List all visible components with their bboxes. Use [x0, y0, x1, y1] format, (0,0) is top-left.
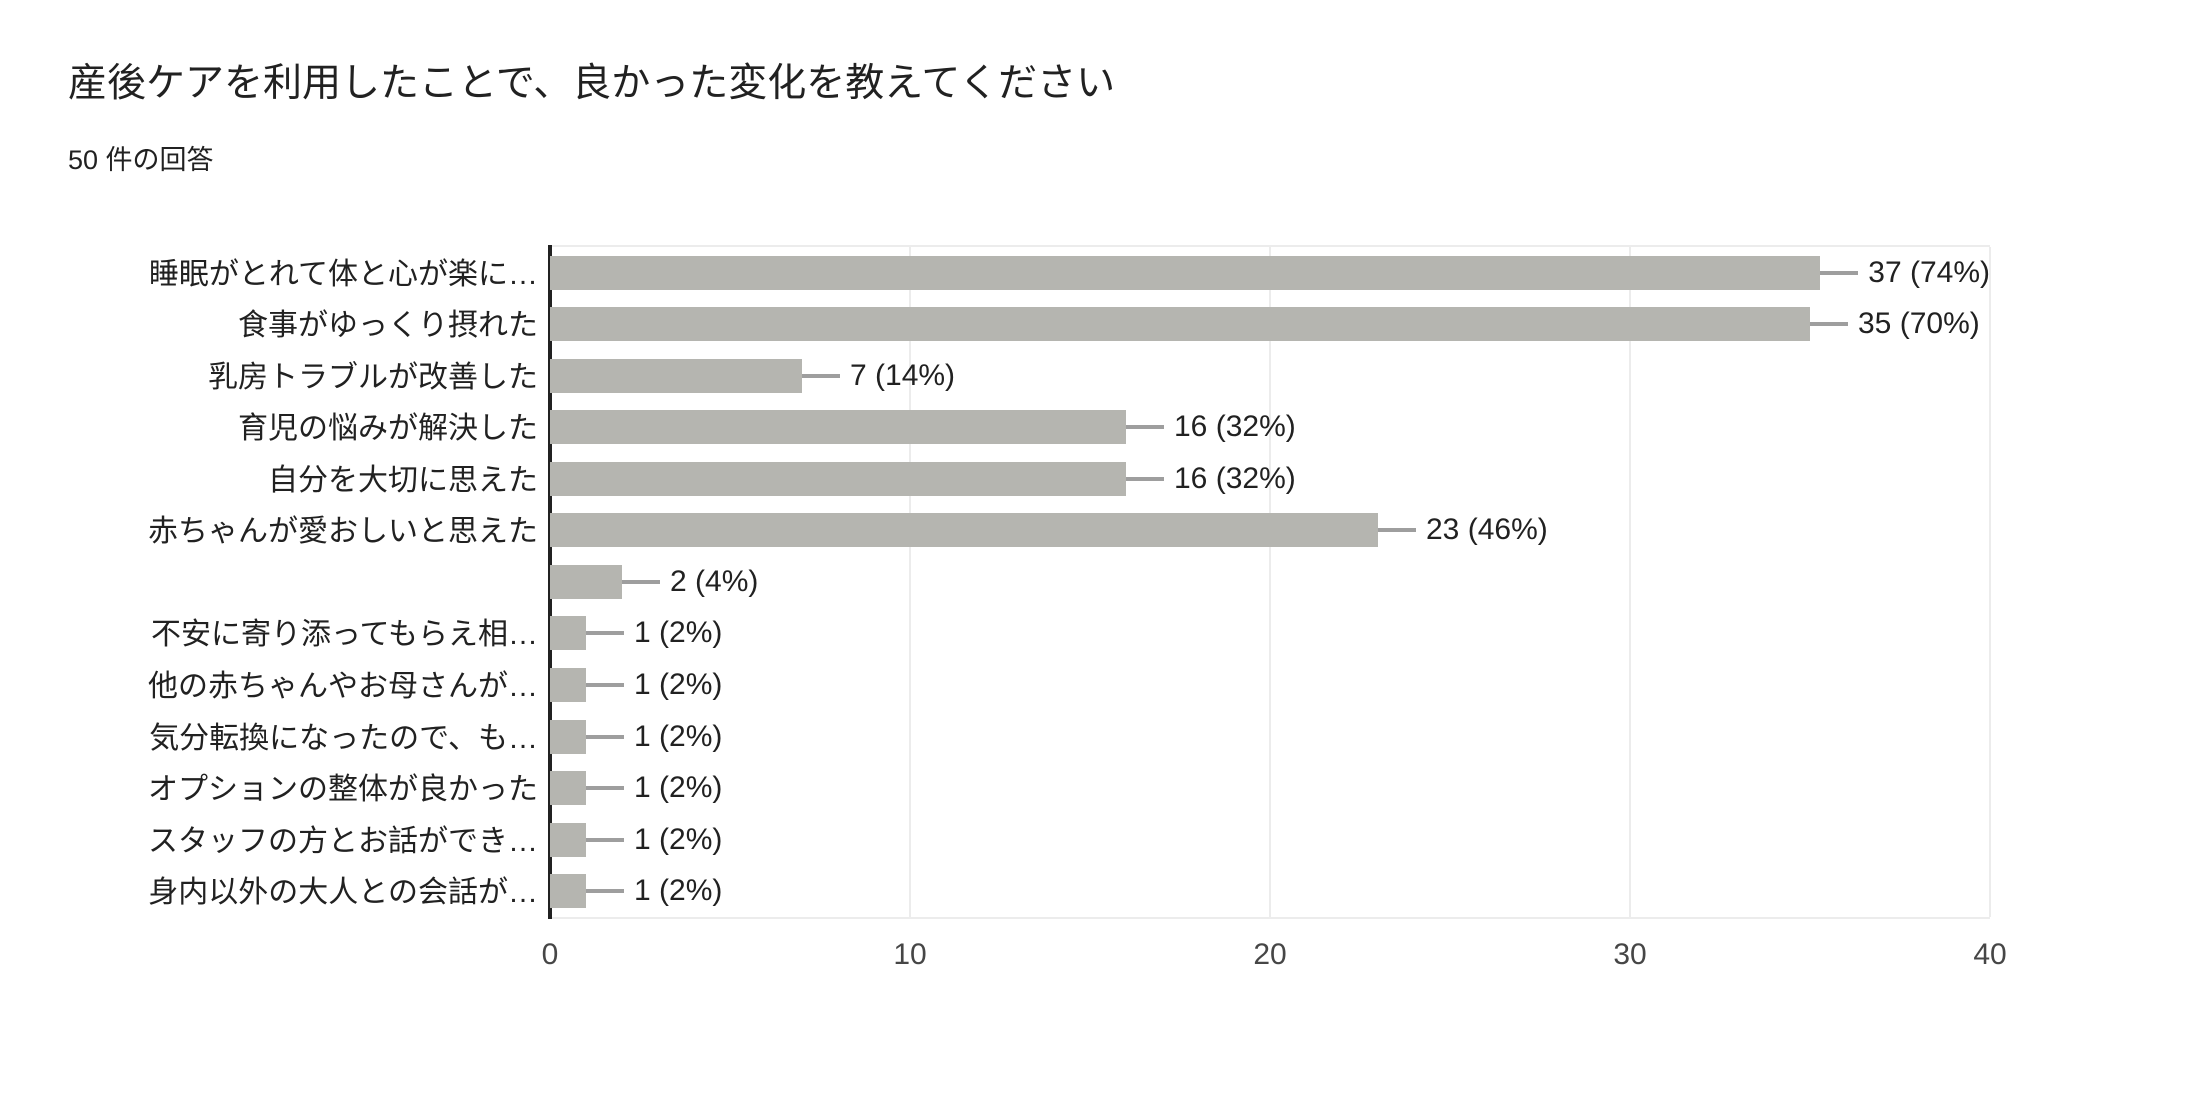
- value-label: 16 (32%): [1174, 461, 1296, 495]
- bar: [550, 616, 586, 651]
- gridline: [909, 247, 911, 917]
- bar: [550, 771, 586, 806]
- bar: [550, 358, 802, 393]
- value-label: 16 (32%): [1174, 410, 1296, 444]
- bar: [550, 513, 1378, 548]
- bar-row: 1 (2%): [550, 762, 1990, 814]
- category-label: 身内以外の大人との会話が…: [148, 876, 538, 910]
- bar: [550, 307, 1810, 342]
- bar: [550, 461, 1126, 496]
- category-label: 睡眠がとれて体と心が楽に…: [148, 257, 538, 291]
- bar: [550, 410, 1126, 445]
- category-label: 乳房トラブルが改善した: [208, 360, 538, 394]
- category-row: スタッフの方とお話ができ…: [0, 812, 538, 864]
- category-label: 気分転換になったので、も…: [149, 721, 538, 755]
- chart-title: 産後ケアを利用したことで、良かった変化を教えてください: [68, 62, 1116, 105]
- bar-row: 37 (74%): [550, 247, 1990, 299]
- gridline: [1269, 247, 1271, 917]
- bar-row: 1 (2%): [550, 659, 1990, 711]
- leader-line: [622, 579, 660, 584]
- leader-line: [1810, 322, 1848, 327]
- x-tick-label: 40: [1973, 938, 2007, 971]
- category-row: 他の赤ちゃんやお母さんが…: [0, 657, 538, 709]
- value-axis: 0 10 20 30 40: [542, 938, 2007, 988]
- category-row: 気分転換になったので、も…: [0, 709, 538, 761]
- leader-line: [586, 683, 624, 688]
- leader-line: [586, 786, 624, 791]
- bar-row: 1 (2%): [550, 814, 1990, 866]
- value-label: 37 (74%): [1868, 255, 1990, 289]
- category-label: 自分を大切に思えた: [268, 463, 538, 497]
- value-label: 1 (2%): [634, 822, 723, 856]
- value-label: 7 (14%): [850, 358, 956, 392]
- category-label: 育児の悩みが解決した: [238, 412, 538, 446]
- bar-row: 23 (46%): [550, 505, 1990, 557]
- category-row: 育児の悩みが解決した: [0, 400, 538, 452]
- leader-line: [1126, 425, 1164, 430]
- category-label: 不安に寄り添ってもらえ相…: [151, 618, 538, 652]
- category-row: 身内以外の大人との会話が…: [0, 863, 538, 915]
- bar-row: 35 (70%): [550, 299, 1990, 351]
- gridline: [1629, 247, 1631, 917]
- bar: [550, 564, 622, 599]
- value-label: 35 (70%): [1858, 307, 1980, 341]
- category-label: 他の赤ちゃんやお母さんが…: [148, 670, 538, 704]
- bar-row: 2 (4%): [550, 556, 1990, 608]
- value-label: 2 (4%): [670, 564, 759, 598]
- leader-line: [1378, 528, 1416, 533]
- bar-row: 16 (32%): [550, 402, 1990, 454]
- category-row: 自分を大切に思えた: [0, 451, 538, 503]
- bar-row: 1 (2%): [550, 865, 1990, 917]
- value-label: 1 (2%): [634, 771, 723, 805]
- category-row: [0, 554, 538, 606]
- bar: [550, 719, 586, 754]
- bar-row: 7 (14%): [550, 350, 1990, 402]
- bar: [550, 255, 1821, 290]
- category-label: 赤ちゃんが愛おしいと思えた: [148, 515, 538, 549]
- x-tick-label: 0: [541, 938, 559, 971]
- category-axis: 睡眠がとれて体と心が楽に… 食事がゆっくり摂れた乳房トラブルが改善した育児の悩みが…: [0, 245, 538, 915]
- value-label: 1 (2%): [634, 719, 723, 753]
- bar-rows: 37 (74%) 35 (70%) 7 (14%) 16 (32%) 16 (32%) 2…: [550, 247, 1990, 917]
- leader-line: [1820, 270, 1859, 275]
- bar-row: 1 (2%): [550, 711, 1990, 763]
- leader-line: [586, 631, 624, 636]
- value-label: 1 (2%): [634, 874, 723, 908]
- response-count: 50 件の回答: [68, 145, 214, 175]
- value-label: 23 (46%): [1426, 513, 1548, 547]
- leader-line: [802, 373, 840, 378]
- category-label: オプションの整体が良かった: [148, 773, 538, 807]
- category-row: 乳房トラブルが改善した: [0, 348, 538, 400]
- bar: [550, 668, 586, 703]
- bar-row: 16 (32%): [550, 453, 1990, 505]
- category-row: 赤ちゃんが愛おしいと思えた: [0, 503, 538, 555]
- gridline: [1989, 247, 1991, 917]
- category-label: スタッフの方とお話ができ…: [148, 824, 538, 858]
- category-row: 食事がゆっくり摂れた: [0, 297, 538, 349]
- category-row: 睡眠がとれて体と心が楽に…: [0, 245, 538, 297]
- value-label: 1 (2%): [634, 668, 723, 702]
- x-tick-label: 30: [1613, 938, 1647, 971]
- x-tick-label: 10: [893, 938, 927, 971]
- leader-line: [1126, 476, 1164, 481]
- category-label: 食事がゆっくり摂れた: [238, 309, 538, 343]
- bar: [550, 822, 586, 857]
- plot-area: 37 (74%) 35 (70%) 7 (14%) 16 (32%) 16 (32%) 2…: [548, 245, 1991, 919]
- leader-line: [586, 837, 624, 842]
- leader-line: [586, 889, 624, 894]
- value-label: 1 (2%): [634, 616, 723, 650]
- x-tick-label: 20: [1253, 938, 1287, 971]
- category-row: オプションの整体が良かった: [0, 760, 538, 812]
- category-row: 不安に寄り添ってもらえ相…: [0, 606, 538, 658]
- bar: [550, 874, 586, 909]
- bar-row: 1 (2%): [550, 608, 1990, 660]
- leader-line: [586, 734, 624, 739]
